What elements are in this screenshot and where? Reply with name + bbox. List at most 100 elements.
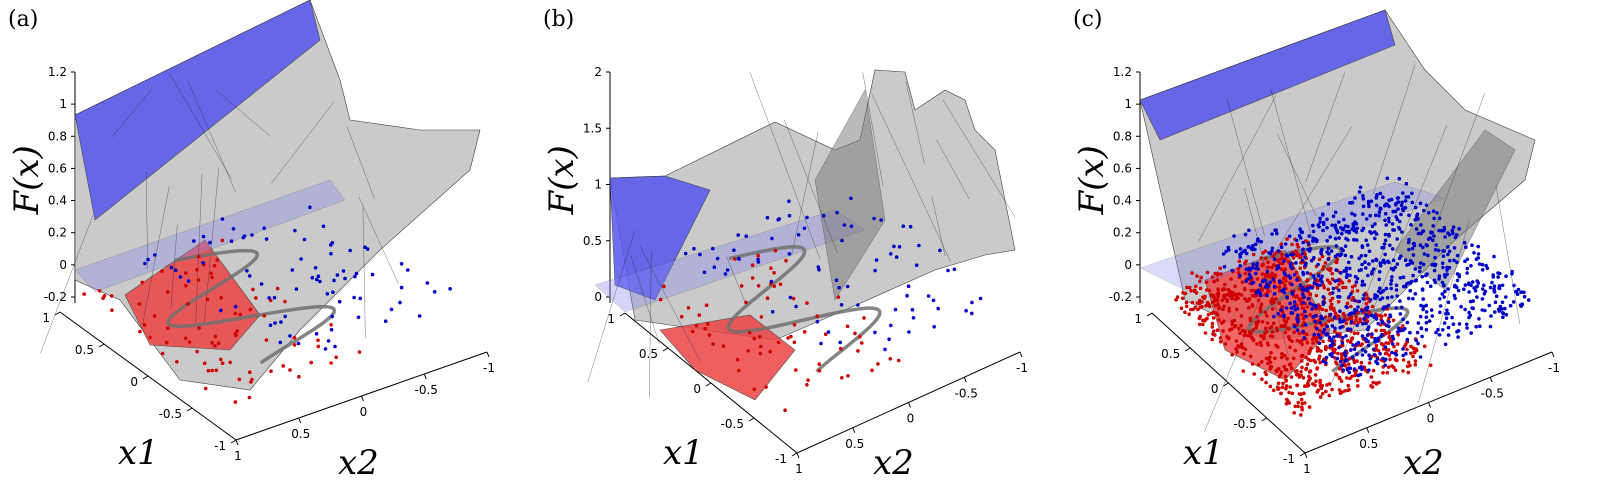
data-point — [1210, 275, 1215, 279]
zero-plane — [74, 179, 346, 293]
data-point — [1325, 226, 1329, 230]
data-point — [837, 285, 841, 290]
data-point — [1374, 232, 1379, 236]
data-point — [1300, 230, 1304, 235]
data-point — [205, 297, 210, 302]
data-point — [1395, 342, 1400, 346]
data-point — [1313, 319, 1317, 324]
data-point — [773, 248, 778, 253]
data-point — [1465, 326, 1469, 330]
data-point — [297, 374, 301, 379]
data-point — [293, 228, 297, 233]
data-point — [856, 303, 860, 307]
data-point — [1211, 329, 1216, 334]
mesh-line — [1273, 126, 1352, 256]
data-point — [358, 296, 363, 301]
data-point — [1361, 212, 1365, 216]
data-point — [732, 248, 736, 252]
data-point — [1432, 268, 1437, 273]
data-point — [1211, 316, 1216, 320]
data-point — [1345, 327, 1350, 332]
data-point — [1443, 289, 1447, 294]
data-point — [746, 349, 751, 353]
data-point — [1299, 370, 1303, 374]
data-point — [1254, 242, 1258, 246]
data-point — [1288, 385, 1292, 389]
data-point — [1316, 274, 1321, 278]
data-point — [1384, 351, 1389, 355]
data-point — [769, 279, 774, 284]
data-point — [1393, 368, 1398, 373]
data-point — [1272, 292, 1277, 296]
data-point — [946, 268, 950, 273]
data-point — [1338, 317, 1342, 322]
z-tick-label: 0.6 — [1113, 161, 1132, 175]
data-point — [1417, 269, 1422, 274]
data-point — [1503, 306, 1507, 311]
data-point — [1455, 260, 1459, 265]
data-point — [1301, 240, 1305, 245]
data-point — [1421, 297, 1425, 301]
data-point — [1336, 351, 1340, 356]
data-point — [759, 315, 764, 319]
data-point — [448, 287, 452, 291]
data-point — [1320, 274, 1324, 279]
data-point — [399, 262, 404, 266]
data-point — [1347, 279, 1351, 283]
data-point — [1225, 335, 1229, 339]
x1-tick-mark — [748, 417, 755, 422]
data-point — [1349, 254, 1354, 259]
data-point — [1266, 265, 1270, 270]
data-point — [1316, 262, 1320, 267]
data-point — [1318, 378, 1322, 383]
data-point — [210, 341, 214, 345]
data-point — [1352, 367, 1357, 371]
data-point — [140, 280, 144, 285]
x1-tick-label: -1 — [1283, 452, 1295, 466]
data-point — [750, 276, 755, 280]
data-point — [1350, 355, 1355, 360]
data-point — [786, 336, 790, 340]
data-point — [1378, 261, 1383, 266]
data-point — [1363, 350, 1368, 354]
data-point — [1236, 266, 1241, 271]
data-point — [406, 268, 410, 272]
data-point — [931, 298, 936, 303]
data-point — [1251, 328, 1255, 332]
data-point — [1265, 293, 1269, 298]
data-point — [1401, 191, 1405, 195]
data-point — [1326, 257, 1331, 262]
z-tick-label: 0.2 — [48, 226, 67, 240]
data-point — [1299, 392, 1303, 397]
data-point — [1484, 263, 1488, 268]
data-point — [1421, 245, 1425, 250]
data-point — [1243, 232, 1248, 237]
data-point — [1438, 310, 1442, 315]
data-point — [1390, 342, 1395, 346]
data-point — [1277, 374, 1282, 379]
data-point — [1358, 372, 1363, 377]
data-point — [1318, 283, 1322, 288]
data-point — [1372, 267, 1376, 271]
data-point — [164, 340, 169, 345]
data-point — [1259, 343, 1263, 348]
data-point — [964, 308, 968, 313]
mesh-line — [749, 71, 821, 260]
data-point — [1337, 375, 1342, 380]
data-point — [952, 267, 957, 272]
data-point — [160, 351, 165, 356]
data-point — [1382, 328, 1386, 333]
data-point — [1443, 342, 1448, 347]
data-point — [1343, 358, 1348, 363]
data-point — [1287, 390, 1291, 395]
x1-tick-mark — [98, 343, 105, 348]
data-point — [1272, 284, 1277, 289]
data-point — [1222, 304, 1226, 309]
x1-tick-label: 0.5 — [639, 347, 658, 361]
mesh-line — [1372, 64, 1416, 195]
data-point — [247, 274, 252, 278]
data-point — [1403, 258, 1408, 263]
mesh-line — [1270, 88, 1315, 245]
data-point — [1264, 356, 1269, 361]
data-point — [1235, 350, 1239, 354]
